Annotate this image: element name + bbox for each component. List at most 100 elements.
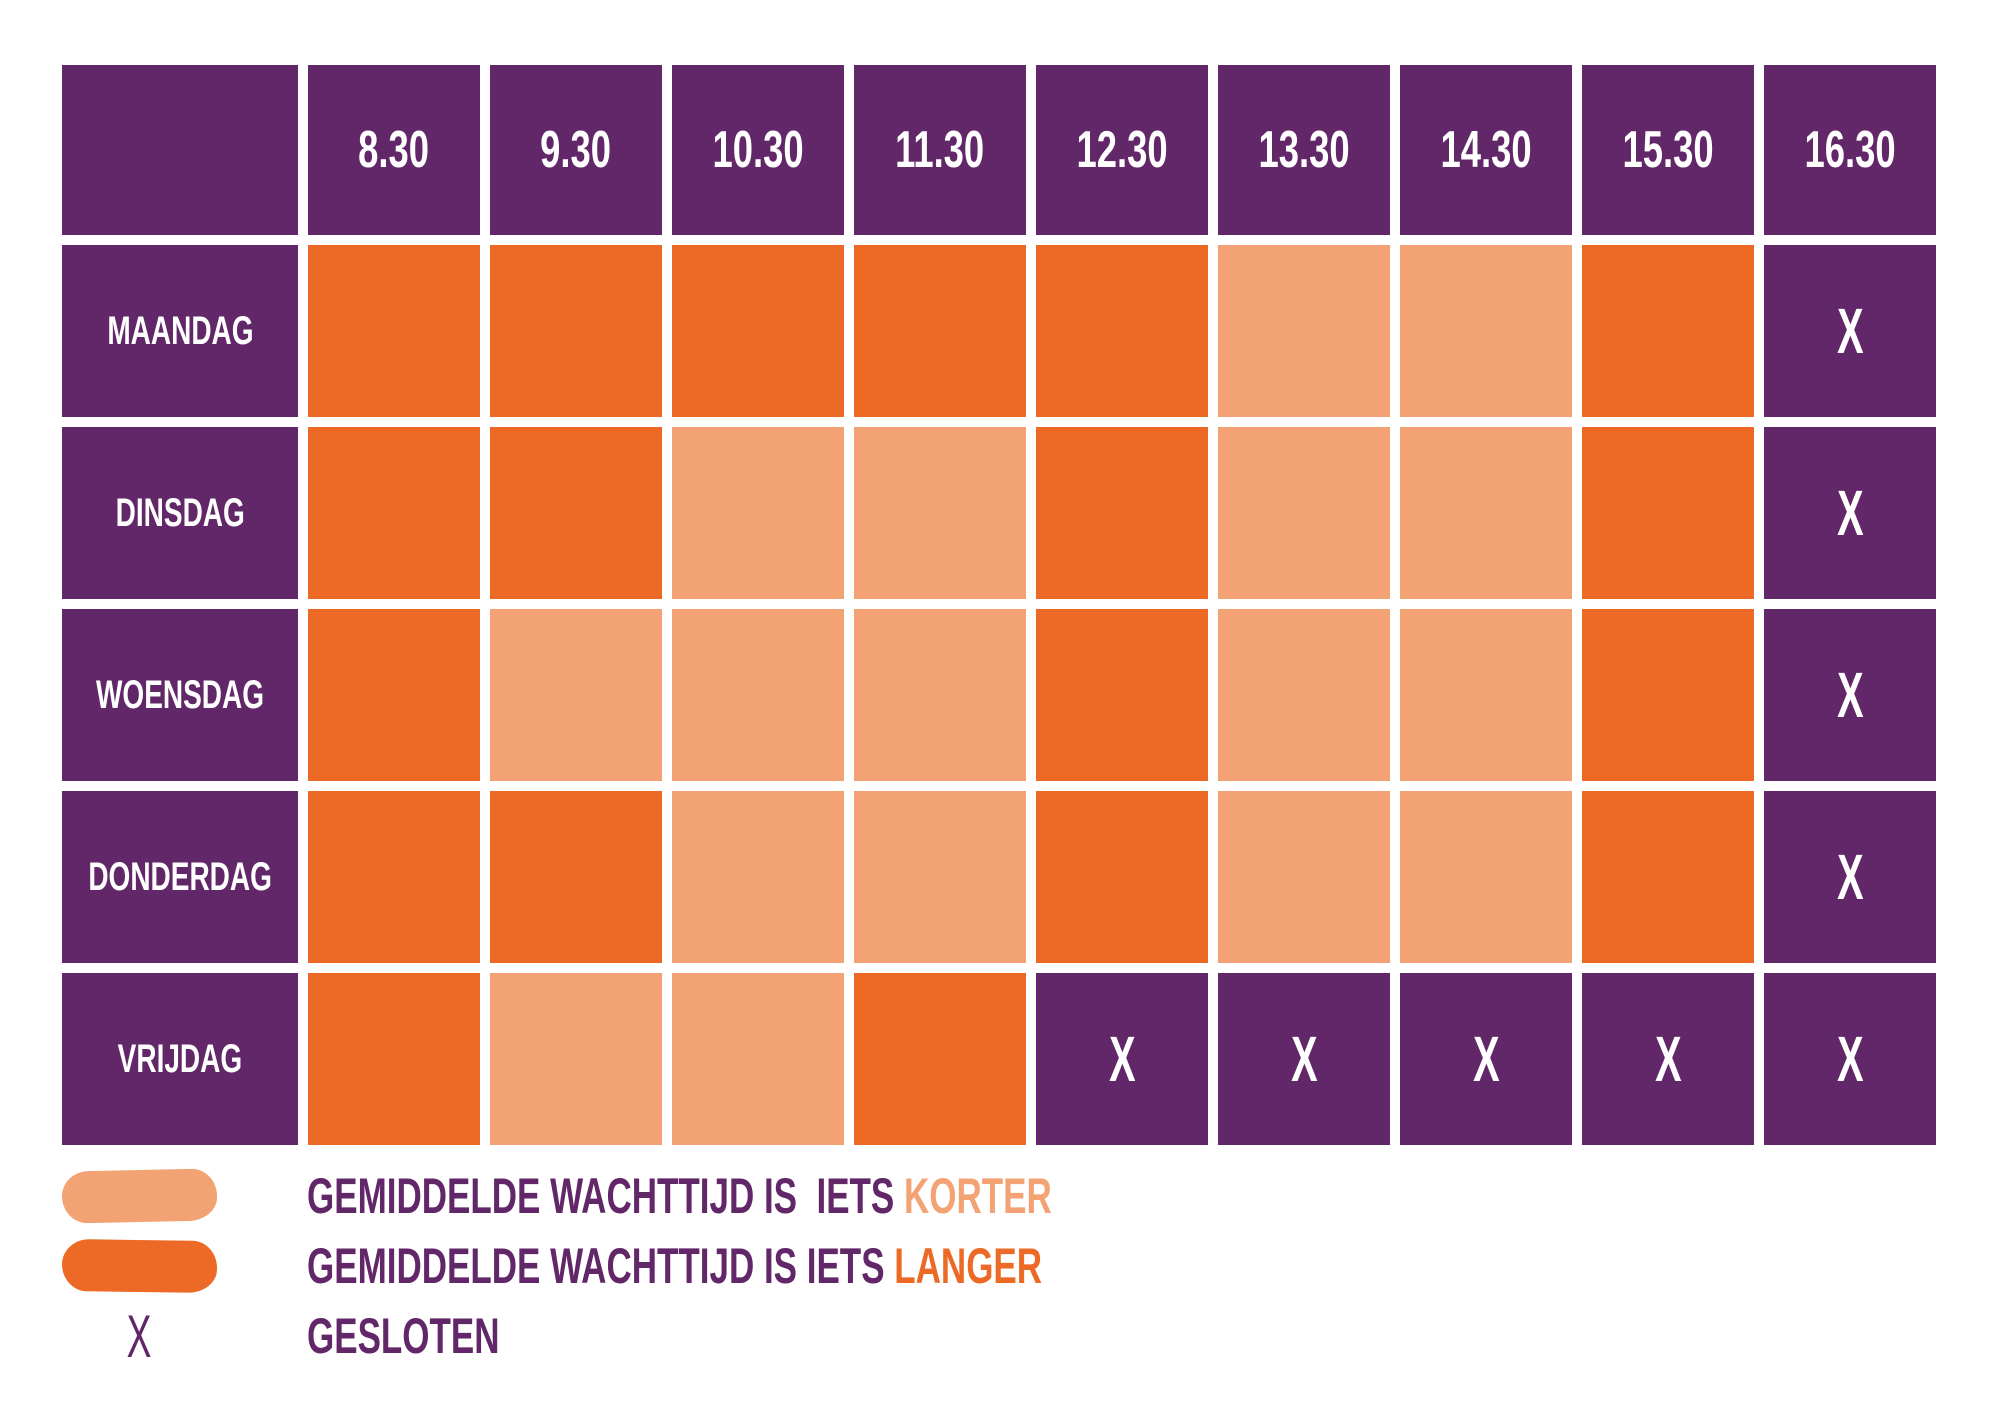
cell-maandag-11.30 [854, 245, 1026, 417]
row-header-maandag: MAANDAG [62, 245, 298, 417]
legend-prefix-gesloten: GESLOTEN [307, 1308, 500, 1364]
gesloten-swatch-column: X [62, 1302, 217, 1371]
cell-donderdag-16.30: X [1764, 791, 1936, 963]
closed-x-icon: X [127, 1302, 152, 1370]
cell-woensdag-14.30 [1400, 609, 1572, 781]
col-header-12.30: 12.30 [1036, 65, 1208, 235]
legend-item-langer: GEMIDDELDE WACHTTIJD IS IETS LANGER [61, 1237, 1371, 1295]
time-label: 9.30 [540, 121, 612, 179]
legend-highlight-korter: KORTER [903, 1168, 1052, 1224]
closed-x-marker: X [1836, 477, 1864, 549]
langer-swatch-column [61, 1238, 218, 1294]
day-label: MAANDAG [106, 308, 254, 353]
cell-vrijdag-13.30: X [1218, 973, 1390, 1145]
cell-dinsdag-9.30 [490, 427, 662, 599]
time-label: 12.30 [1076, 121, 1168, 179]
legend-text-korter: GEMIDDELDE WACHTTIJD IS IETS KORTER [307, 1167, 1052, 1225]
cell-donderdag-11.30 [854, 791, 1026, 963]
cell-maandag-13.30 [1218, 245, 1390, 417]
time-label: 16.30 [1804, 121, 1896, 179]
row-header-vrijdag: VRIJDAG [62, 973, 298, 1145]
cell-dinsdag-10.30 [672, 427, 844, 599]
cell-maandag-12.30 [1036, 245, 1208, 417]
cell-vrijdag-10.30 [672, 973, 844, 1145]
legend-text-gesloten: GESLOTEN [307, 1307, 500, 1365]
cell-woensdag-16.30: X [1764, 609, 1936, 781]
cell-woensdag-12.30 [1036, 609, 1208, 781]
cell-woensdag-13.30 [1218, 609, 1390, 781]
closed-x-marker: X [1836, 841, 1864, 913]
row-header-woensdag: WOENSDAG [62, 609, 298, 781]
cell-woensdag-8.30 [308, 609, 480, 781]
cell-dinsdag-14.30 [1400, 427, 1572, 599]
cell-maandag-10.30 [672, 245, 844, 417]
cell-maandag-14.30 [1400, 245, 1572, 417]
time-label: 11.30 [895, 121, 985, 179]
day-label: DINSDAG [115, 490, 245, 535]
cell-dinsdag-12.30 [1036, 427, 1208, 599]
cell-vrijdag-11.30 [854, 973, 1026, 1145]
col-header-15.30: 15.30 [1582, 65, 1754, 235]
time-label: 15.30 [1622, 121, 1714, 179]
closed-x-marker: X [1654, 1023, 1682, 1095]
time-label: 14.30 [1440, 121, 1532, 179]
row-header-dinsdag: DINSDAG [62, 427, 298, 599]
day-label: WOENSDAG [96, 672, 264, 717]
time-label: 10.30 [712, 121, 804, 179]
closed-x-marker: X [1108, 1023, 1136, 1095]
col-header-11.30: 11.30 [854, 65, 1026, 235]
row-header-donderdag: DONDERDAG [62, 791, 298, 963]
cell-maandag-8.30 [308, 245, 480, 417]
time-label: 8.30 [358, 121, 430, 179]
legend-text-langer: GEMIDDELDE WACHTTIJD IS IETS LANGER [307, 1237, 1042, 1295]
cell-donderdag-15.30 [1582, 791, 1754, 963]
cell-vrijdag-16.30: X [1764, 973, 1936, 1145]
legend-item-korter: GEMIDDELDE WACHTTIJD IS IETS KORTER [61, 1167, 1371, 1225]
cell-maandag-9.30 [490, 245, 662, 417]
legend: GEMIDDELDE WACHTTIJD IS IETS KORTER GEMI… [61, 1167, 1371, 1378]
closed-x-marker: X [1836, 659, 1864, 731]
cell-vrijdag-8.30 [308, 973, 480, 1145]
korter-swatch [61, 1168, 218, 1224]
cell-donderdag-13.30 [1218, 791, 1390, 963]
cell-donderdag-9.30 [490, 791, 662, 963]
cell-vrijdag-15.30: X [1582, 973, 1754, 1145]
closed-x-marker: X [1836, 295, 1864, 367]
cell-maandag-15.30 [1582, 245, 1754, 417]
day-label: VRIJDAG [117, 1036, 243, 1081]
col-header-9.30: 9.30 [490, 65, 662, 235]
cell-woensdag-11.30 [854, 609, 1026, 781]
cell-donderdag-14.30 [1400, 791, 1572, 963]
cell-vrijdag-12.30: X [1036, 973, 1208, 1145]
cell-woensdag-9.30 [490, 609, 662, 781]
closed-x-marker: X [1290, 1023, 1318, 1095]
wait-time-table: 8.30 9.30 10.30 11.30 12.30 13.30 14.30 15.30 16… [62, 65, 1936, 1145]
cell-dinsdag-15.30 [1582, 427, 1754, 599]
cell-dinsdag-16.30: X [1764, 427, 1936, 599]
cell-donderdag-8.30 [308, 791, 480, 963]
col-header-10.30: 10.30 [672, 65, 844, 235]
col-header-16.30: 16.30 [1764, 65, 1936, 235]
korter-swatch-column [61, 1168, 218, 1224]
cell-vrijdag-9.30 [490, 973, 662, 1145]
cell-maandag-16.30: X [1764, 245, 1936, 417]
langer-swatch [61, 1238, 218, 1294]
corner-cell [62, 65, 298, 235]
col-header-13.30: 13.30 [1218, 65, 1390, 235]
legend-item-gesloten: X GESLOTEN [62, 1303, 1371, 1370]
legend-prefix-korter: GEMIDDELDE WACHTTIJD IS IETS [307, 1168, 904, 1224]
closed-x-marker: X [1836, 1023, 1864, 1095]
legend-prefix-langer: GEMIDDELDE WACHTTIJD IS IETS [307, 1238, 895, 1294]
closed-x-marker: X [1472, 1023, 1500, 1095]
day-label: DONDERDAG [88, 854, 272, 899]
legend-highlight-langer: LANGER [894, 1238, 1043, 1294]
cell-vrijdag-14.30: X [1400, 973, 1572, 1145]
cell-woensdag-10.30 [672, 609, 844, 781]
col-header-8.30: 8.30 [308, 65, 480, 235]
cell-donderdag-12.30 [1036, 791, 1208, 963]
col-header-14.30: 14.30 [1400, 65, 1572, 235]
time-label: 13.30 [1258, 121, 1350, 179]
cell-dinsdag-13.30 [1218, 427, 1390, 599]
cell-donderdag-10.30 [672, 791, 844, 963]
cell-dinsdag-8.30 [308, 427, 480, 599]
